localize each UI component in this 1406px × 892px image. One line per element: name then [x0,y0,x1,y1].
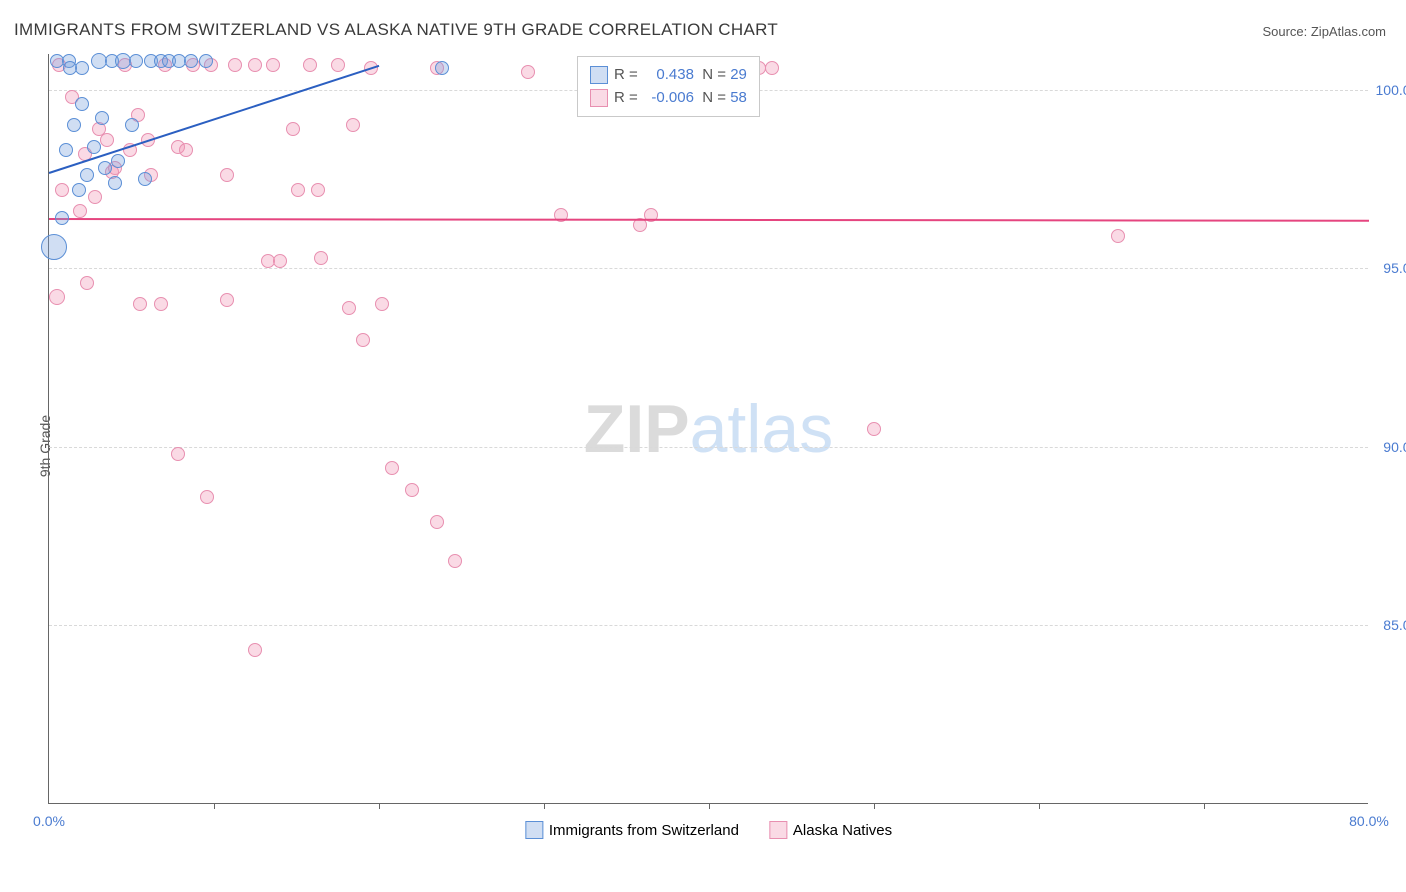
xtick [1039,803,1040,809]
data-point [55,211,69,225]
data-point [448,554,462,568]
gridline [49,447,1368,448]
data-point [67,118,81,132]
swatch-alaska [769,821,787,839]
data-point [171,447,185,461]
legend-stats: R = 0.438 N = 29 [614,63,747,86]
data-point [100,133,114,147]
data-point [73,204,87,218]
data-point [342,301,356,315]
data-point [184,54,198,68]
data-point [1111,229,1125,243]
data-point [41,234,67,260]
bottom-legend: Immigrants from Switzerland Alaska Nativ… [525,821,892,839]
data-point [311,183,325,197]
data-point [346,118,360,132]
data-point [108,176,122,190]
data-point [430,515,444,529]
ytick-label: 90.0% [1373,439,1406,455]
legend-item-alaska: Alaska Natives [769,821,892,839]
data-point [867,422,881,436]
ytick-label: 100.0% [1373,82,1406,98]
legend-label-switzerland: Immigrants from Switzerland [549,822,739,839]
data-point [765,61,779,75]
swatch-icon [590,89,608,107]
data-point [59,143,73,157]
legend-label-alaska: Alaska Natives [793,822,892,839]
data-point [286,122,300,136]
data-point [248,643,262,657]
trend-line [49,218,1369,222]
data-point [98,161,112,175]
data-point [199,54,213,68]
legend-row: R = 0.438 N = 29 [590,63,747,86]
xtick [214,803,215,809]
ytick-label: 85.0% [1373,617,1406,633]
data-point [435,61,449,75]
data-point [95,111,109,125]
gridline [49,268,1368,269]
xtick [544,803,545,809]
data-point [248,58,262,72]
source-label: Source: ZipAtlas.com [1262,24,1386,39]
data-point [80,276,94,290]
data-point [72,183,86,197]
swatch-switzerland [525,821,543,839]
data-point [55,183,69,197]
data-point [314,251,328,265]
legend-item-switzerland: Immigrants from Switzerland [525,821,739,839]
data-point [331,58,345,72]
data-point [129,54,143,68]
data-point [303,58,317,72]
data-point [80,168,94,182]
data-point [125,118,139,132]
swatch-icon [590,66,608,84]
plot-area: ZIPatlas Immigrants from Switzerland Ala… [48,54,1368,804]
xtick [874,803,875,809]
data-point [49,289,65,305]
watermark: ZIPatlas [584,390,833,468]
xtick [1204,803,1205,809]
data-point [521,65,535,79]
legend-stats: R = -0.006 N = 58 [614,86,747,109]
data-point [291,183,305,197]
data-point [88,190,102,204]
data-point [138,172,152,186]
data-point [179,143,193,157]
data-point [273,254,287,268]
xtick-label-left: 0.0% [33,813,65,829]
data-point [200,490,214,504]
xtick [709,803,710,809]
data-point [405,483,419,497]
data-point [375,297,389,311]
chart-container: IMMIGRANTS FROM SWITZERLAND VS ALASKA NA… [0,0,1406,892]
chart-title: IMMIGRANTS FROM SWITZERLAND VS ALASKA NA… [14,20,778,40]
data-point [228,58,242,72]
correlation-legend: R = 0.438 N = 29R = -0.006 N = 58 [577,56,760,117]
ytick-label: 95.0% [1373,260,1406,276]
data-point [385,461,399,475]
xtick [379,803,380,809]
gridline [49,625,1368,626]
data-point [220,293,234,307]
data-point [75,97,89,111]
data-point [266,58,280,72]
data-point [87,140,101,154]
data-point [220,168,234,182]
data-point [356,333,370,347]
data-point [154,297,168,311]
xtick-label-right: 80.0% [1349,813,1389,829]
data-point [111,154,125,168]
data-point [63,61,77,75]
data-point [133,297,147,311]
legend-row: R = -0.006 N = 58 [590,86,747,109]
